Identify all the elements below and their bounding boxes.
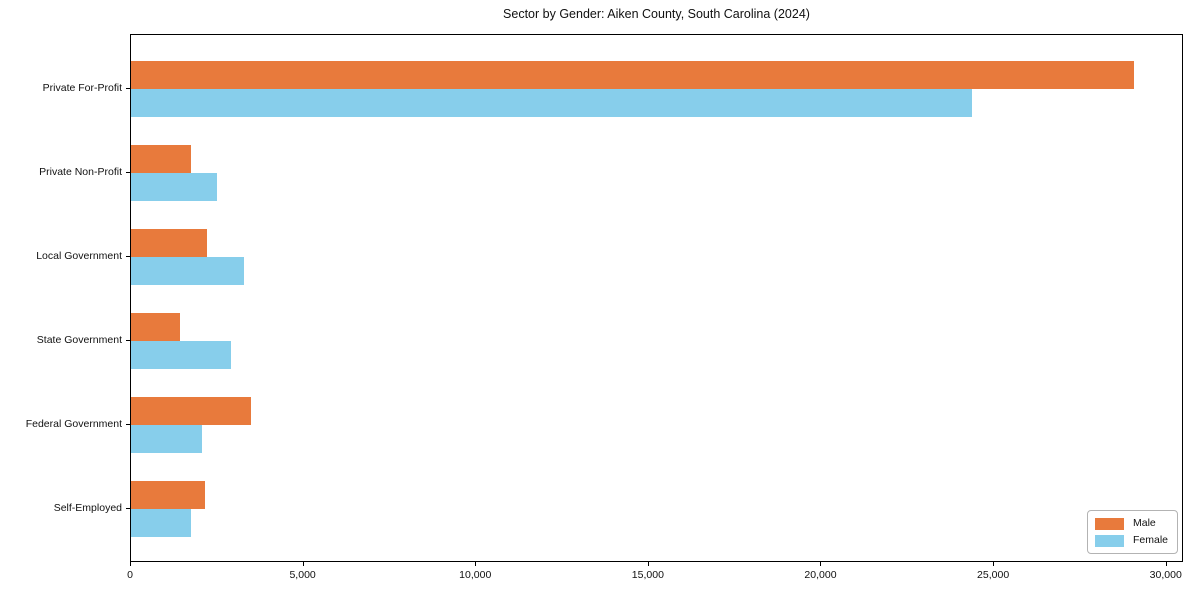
bar-female [131, 509, 192, 537]
x-tick-label: 30,000 [1149, 569, 1182, 581]
y-axis-tick-marks [126, 34, 130, 562]
y-tick-mark [126, 88, 130, 89]
x-tick-mark [130, 562, 131, 566]
x-axis: 0 5,000 10,000 15,000 20,000 25,000 30,000 [127, 562, 1183, 592]
legend-entry-male: Male [1094, 517, 1168, 530]
x-tick-label: 10,000 [459, 569, 492, 581]
bar-female [131, 257, 245, 285]
bar-male [131, 481, 206, 509]
x-tick-label: 0 [127, 569, 133, 581]
y-axis-category-label: Federal Government [25, 418, 122, 430]
x-tick-mark [820, 562, 822, 566]
bar-male [131, 61, 1134, 89]
y-axis-category-label: Private For-Profit [42, 82, 122, 94]
y-axis-labels: Private For-Profit Private Non-Profit Loca… [0, 34, 122, 562]
bar-female [131, 89, 972, 117]
bar-male [131, 397, 251, 425]
y-tick-mark [126, 508, 130, 509]
legend-label: Female [1132, 534, 1168, 546]
legend-label: Male [1132, 517, 1156, 529]
legend-swatch-icon [1094, 517, 1124, 530]
x-tick-label: 25,000 [977, 569, 1010, 581]
y-tick-mark [126, 256, 130, 257]
bar-male [131, 145, 192, 173]
y-tick-mark [126, 172, 130, 173]
legend: Male Female [1086, 510, 1178, 554]
legend-swatch-icon [1094, 534, 1124, 547]
y-axis-category-label: Self-Employed [53, 502, 122, 514]
x-tick-label: 5,000 [289, 569, 316, 581]
x-tick-mark [993, 562, 995, 566]
bar-female [131, 425, 203, 453]
y-tick-mark [126, 340, 130, 341]
plot-area [130, 34, 1183, 562]
bar-male [131, 313, 181, 341]
x-tick-mark [647, 562, 649, 566]
y-axis-category-label: State Government [36, 334, 122, 346]
x-tick-label: 15,000 [631, 569, 664, 581]
x-tick-label: 20,000 [804, 569, 837, 581]
x-tick-mark [302, 562, 304, 566]
y-axis-category-label: Private Non-Profit [39, 166, 122, 178]
legend-entry-female: Female [1094, 534, 1168, 547]
bar-male [131, 229, 207, 257]
chart-title: Sector by Gender: Aiken County, South Ca… [503, 7, 810, 21]
bar-female [131, 341, 231, 369]
x-tick-mark [475, 562, 477, 566]
y-axis-category-label: Local Government [36, 250, 122, 262]
y-tick-mark [126, 424, 130, 425]
bar-female [131, 173, 218, 201]
x-tick-mark [1165, 562, 1167, 566]
